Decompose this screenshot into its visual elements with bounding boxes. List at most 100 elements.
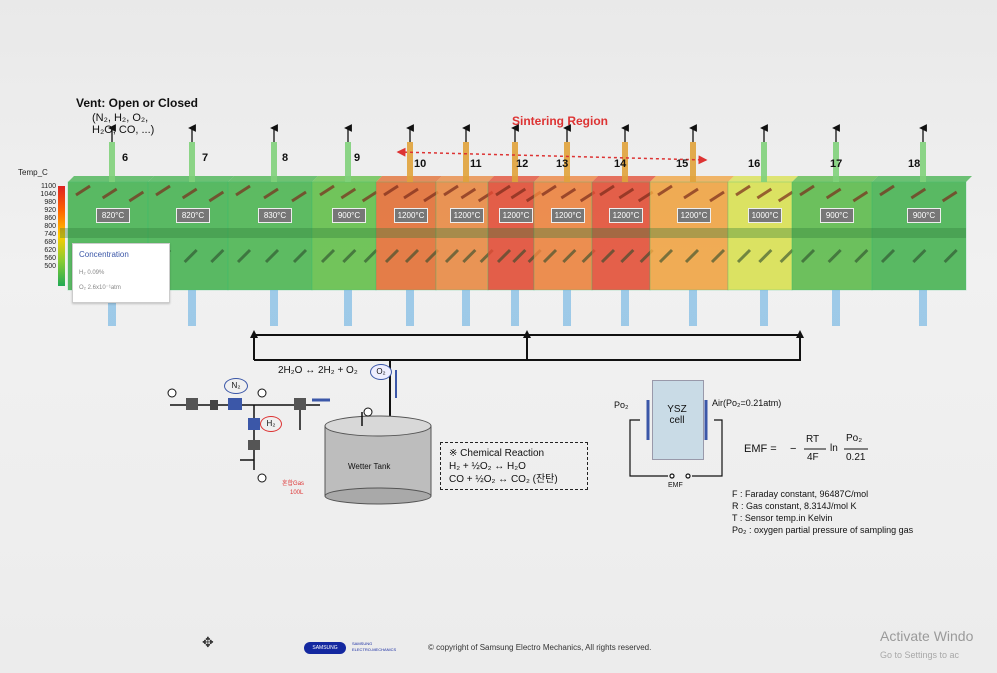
scale-label: 1040 (40, 191, 56, 198)
zone-number: 11 (470, 158, 482, 170)
emf-terminal-label: EMF (668, 482, 683, 489)
scale-label: 680 (44, 239, 56, 246)
scale-label: 980 (44, 199, 56, 206)
zone-temperature: 900°C (332, 208, 366, 223)
zone-number: 14 (614, 158, 627, 170)
scale-label: 920 (44, 207, 56, 214)
zone-number: 7 (202, 152, 209, 164)
zone-temperature: 830°C (258, 208, 292, 223)
vent-title: Vent: Open or Closed (76, 96, 199, 110)
zone-number: 12 (516, 158, 529, 170)
constant-t: T : Sensor temp.in Kelvin (732, 513, 833, 523)
scale-label: 500 (44, 263, 56, 270)
air-label: Air(Po₂=0.21atm) (712, 398, 782, 408)
scale-label: 1100 (40, 183, 56, 190)
zone-temperature: 820°C (176, 208, 210, 223)
ysz-cell-label: YSZ cell (652, 404, 702, 426)
emf-lhs: EMF = (744, 443, 777, 455)
zone-temperature: 1200°C (609, 208, 643, 223)
emf-den2: 0.21 (846, 452, 866, 463)
furnace-zone (375, 124, 442, 326)
zone-temperature: 1200°C (499, 208, 533, 223)
constant-f: F : Faraday constant, 96487C/mol (732, 489, 869, 499)
manifold-arrows (250, 330, 804, 338)
temp-scale-title: Temp_C (18, 168, 48, 177)
po2-label: Po₂ (614, 400, 629, 410)
zone-number: 9 (354, 152, 361, 164)
n2-label: N₂ (224, 378, 248, 394)
zone-temperature: 820°C (96, 208, 130, 223)
samsung-logo: SAMSUNG (304, 642, 346, 654)
chem-line1: H₂ + ½O₂ ↔ H₂O (449, 461, 526, 472)
furnace-zone (727, 124, 798, 326)
furnace-zone (227, 124, 318, 326)
zone-number: 16 (748, 158, 761, 170)
concentration-title: Concentration (79, 250, 129, 259)
concentration-tooltip: Concentration H₂ 0.09% O₂ 2.6x10⁻¹atm (72, 243, 170, 303)
mixed-gas-amount: 100L (290, 490, 304, 496)
water-reaction: 2H₂O ↔ 2H₂ + O₂ (278, 365, 358, 376)
furnace-zone (435, 124, 494, 326)
emf-den: 4F (807, 452, 819, 463)
o2-label: O₂ (370, 364, 392, 380)
samsung-sub-logo: SAMSUNG ELECTRO-MECHANICS (352, 641, 396, 653)
temp-scale-bar (58, 186, 65, 286)
vent-gases: (N₂, H₂, O₂, H₂O, CO, ...) (92, 112, 154, 136)
mixed-gas-label: 혼합Gas (282, 481, 305, 487)
scale-label: 740 (44, 231, 56, 238)
furnace-zone (533, 124, 598, 326)
activate-windows-subtitle[interactable]: Go to Settings to ac (880, 650, 960, 660)
ysz-line2: cell (669, 415, 685, 426)
constants-legend: F : Faraday constant, 96487C/mol R : Gas… (732, 488, 913, 536)
ysz-cell (652, 380, 704, 460)
ysz-line1: YSZ (667, 404, 687, 415)
zone-temperature: 900°C (907, 208, 941, 223)
concentration-h2: H₂ 0.09% (79, 270, 105, 276)
concentration-o2: O₂ 2.6x10⁻¹atm (79, 285, 121, 291)
h2-label: H₂ (260, 416, 282, 432)
furnace-zone (871, 124, 972, 326)
zone-number: 17 (830, 158, 843, 170)
scale-label: 860 (44, 215, 56, 222)
zones-layer (60, 124, 972, 326)
scale-label: 560 (44, 255, 56, 262)
zone-number: 8 (282, 152, 289, 164)
emf-minus: − (790, 443, 797, 455)
sintering-arrow (396, 147, 708, 165)
samsung-sub1: SAMSUNG (352, 641, 373, 646)
zone-temperature: 900°C (820, 208, 854, 223)
scale-label: 620 (44, 247, 56, 254)
chem-title: ※ Chemical Reaction (449, 448, 545, 459)
zone-number: 18 (908, 158, 921, 170)
zone-temperature: 1200°C (677, 208, 711, 223)
furnace-zone (311, 124, 382, 326)
gas-manifold (253, 334, 801, 425)
zone-number: 6 (122, 152, 129, 164)
samsung-sub2: ELECTRO-MECHANICS (352, 647, 397, 652)
zone-temperature: 1200°C (394, 208, 428, 223)
move-cursor-icon: ✥ (202, 634, 214, 650)
zone-temperature: 1200°C (450, 208, 484, 223)
zone-number: 15 (676, 158, 689, 170)
valves (167, 388, 330, 483)
constant-po2: Po₂ : oxygen partial pressure of samplin… (732, 525, 914, 535)
furnace-zone (649, 124, 734, 326)
zone-temperature: 1000°C (748, 208, 782, 223)
furnace-zone (791, 124, 878, 326)
constant-r: R : Gas constant, 8.314J/mol K (732, 501, 857, 511)
gas-piping (170, 404, 320, 470)
emf-ln: ln (830, 443, 838, 454)
vent-gases-line1: (N₂, H₂, O₂, (92, 112, 149, 124)
chemical-reaction-box: ※ Chemical Reaction H₂ + ½O₂ ↔ H₂O CO + … (440, 442, 588, 490)
sintering-region-label: Sintering Region (512, 114, 608, 128)
sensor-circuit (629, 400, 723, 479)
zone-number: 10 (414, 158, 427, 170)
activate-windows-title: Activate Windo (880, 628, 974, 644)
copyright-text: © copyright of Samsung Electro Mechanics… (428, 643, 652, 652)
conveyor-belt (60, 228, 966, 238)
zone-temperature: 1200°C (551, 208, 585, 223)
scale-label: 800 (44, 223, 56, 230)
furnace-zone (487, 124, 542, 326)
emf-num2: Po₂ (846, 433, 863, 444)
